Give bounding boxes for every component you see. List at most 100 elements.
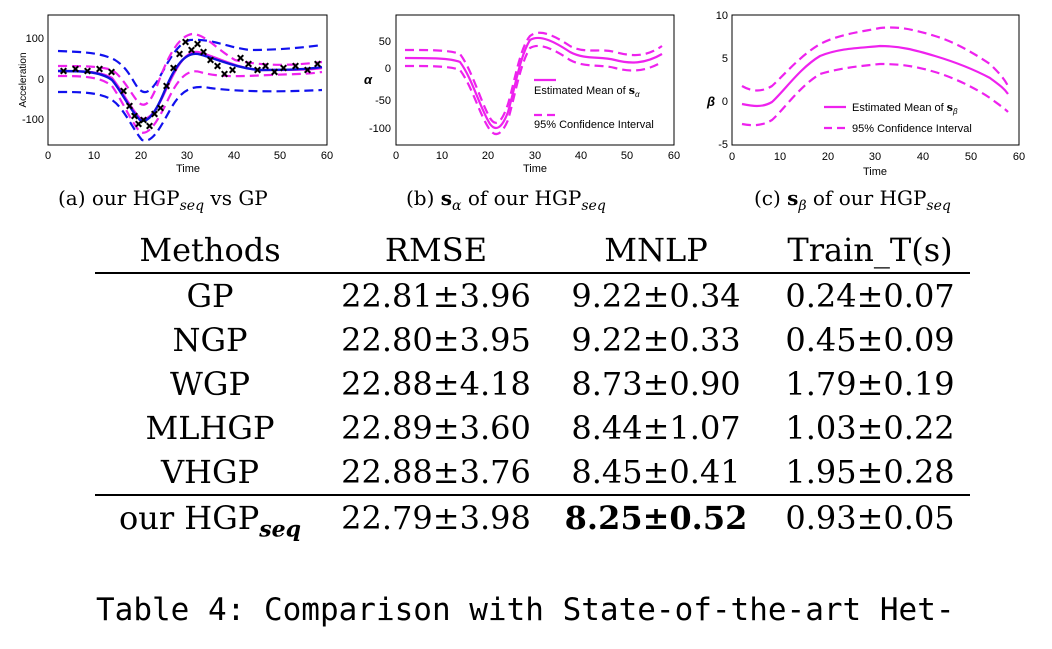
panel-a-xticks: 0 10 20 30 40 50 60 [45,150,333,162]
legend-mean-label: Estimated Mean of sβ [852,101,958,116]
panel-b-axes-box [395,14,675,146]
x-tick-label: 0 [393,150,399,162]
legend-ci-label: 95% Confidence Interval [852,123,972,135]
caption-b-sub: seq [581,198,606,214]
caption-c: (c) sβ of our HGPseq [754,186,951,214]
caption-b-prefix: (b) [406,186,441,210]
data-point-marker: × [72,62,79,76]
train-time-cell: 1.03±0.22 [785,409,955,447]
data-point-marker: × [140,113,147,127]
x-tick-label: 50 [965,151,977,163]
panel-b-yticks: 50 0 -50 -100 [369,36,391,135]
x-tick-label: 40 [917,151,929,163]
y-tick-label: 10 [716,10,728,22]
data-point-marker: × [146,119,153,133]
panel-b-legend: Estimated Mean of sα 95% Confidence Inte… [534,78,654,131]
caption-a: (a) our HGPseq vs GP [58,186,268,214]
panel-c-axes-box [731,14,1020,146]
caption-a-sub: seq [179,198,205,214]
y-tick-label: 0 [722,96,728,108]
x-tick-label: 10 [436,150,448,162]
caption-b-symbol-sub: α [452,198,462,214]
y-tick-label: -50 [375,95,391,107]
method-cell: WGP [170,365,250,403]
rmse-cell: 22.89±3.60 [341,409,531,447]
panel-a-chart: Acceleration Time 0 10 20 30 40 50 60 10… [18,14,333,175]
caption-c-symbol-sub: β [798,198,807,214]
panel-b-xlabel: Time [523,163,547,175]
panel-a-ylabel: Acceleration [18,52,29,107]
data-point-marker: × [96,62,103,76]
table-caption: Table 4: Comparison with State-of-the-ar… [96,592,955,628]
mnlp-cell: 9.22±0.34 [571,277,741,315]
y-tick-label: 100 [26,33,44,45]
panel-c-ylabel: β [706,94,715,109]
mnlp-cell: 8.44±1.07 [571,409,741,447]
y-tick-label: 0 [385,63,391,75]
header-train-time: Train_T(s) [787,231,953,269]
header-mnlp: MNLP [604,231,708,269]
data-point-marker: × [120,84,127,98]
train-time-cell: 0.93±0.05 [785,499,955,537]
y-tick-label: -100 [369,123,391,135]
table-row: MLHGP 22.89±3.60 8.44±1.07 1.03±0.22 [95,406,970,450]
data-point-marker: × [314,57,321,71]
mnlp-cell: 8.45±0.41 [571,453,741,491]
x-tick-label: 60 [1013,151,1025,163]
data-point-marker: × [126,99,133,113]
data-point-marker: × [292,59,299,73]
caption-a-prefix: (a) our HGP [58,186,180,210]
panel-b-chart: α Time 0 10 20 30 40 50 60 50 0 -50 -100… [364,14,680,175]
alpha-upper-band [404,31,663,124]
gp-band-upper [57,38,323,94]
method-cell: NGP [172,321,248,359]
x-tick-label: 30 [181,150,193,162]
y-tick-label: 0 [38,74,44,86]
x-tick-label: 30 [869,151,881,163]
x-tick-label: 10 [774,151,786,163]
train-time-cell: 1.95±0.28 [785,453,955,491]
data-point-marker: × [262,59,269,73]
panel-c-legend: Estimated Mean of sβ 95% Confidence Inte… [824,101,972,135]
method-cell: VHGP [160,453,260,491]
data-point-marker: × [280,61,287,75]
beta-lower-band [741,62,1009,127]
data-point-marker: × [151,107,158,121]
table-row: VHGP 22.88±3.76 8.45±0.41 1.95±0.28 [95,450,970,494]
caption-a-suffix: vs GP [204,186,268,210]
y-tick-label: 50 [379,36,391,48]
data-point-marker: × [271,65,278,79]
caption-c-mid: of our HGP [806,186,927,210]
data-point-marker: × [182,35,189,49]
train-time-cell: 0.24±0.07 [785,277,955,315]
caption-b-symbol: s [440,186,453,210]
legend-mean-label: Estimated Mean of sα [534,84,640,99]
rmse-cell: 22.81±3.96 [341,277,531,315]
table-row: WGP 22.88±4.18 8.73±0.90 1.79±0.19 [95,362,970,406]
method-cell-ours: our HGPseq [119,496,301,551]
figure-panels: Acceleration Time 0 10 20 30 40 50 60 10… [18,10,1025,178]
panel-b-ylabel: α [364,72,373,87]
beta-upper-band [741,26,1009,92]
hgp-band-lower [57,70,323,134]
x-tick-label: 0 [45,150,51,162]
data-point-marker: × [207,53,214,67]
y-tick-label: -100 [22,114,44,126]
header-rmse: RMSE [384,231,488,269]
table-row: NGP 22.80±3.95 9.22±0.33 0.45±0.09 [95,318,970,362]
table-row: GP 22.81±3.96 9.22±0.34 0.24±0.07 [95,274,970,318]
x-tick-label: 50 [274,150,286,162]
panel-a-xlabel: Time [176,163,200,175]
gp-band-lower [57,85,323,142]
x-tick-label: 40 [228,150,240,162]
data-point-marker: × [245,57,252,71]
data-point-marker: × [194,37,201,51]
data-point-marker: × [60,64,67,78]
caption-c-sub: seq [926,198,951,214]
data-point-marker: × [170,61,177,75]
data-point-marker: × [221,67,228,81]
panel-b-xticks: 0 10 20 30 40 50 60 [393,150,680,162]
x-tick-label: 60 [321,150,333,162]
table-row-ours: our HGPseq 22.79±3.98 8.25±0.52 0.93±0.0… [95,496,970,542]
panel-c-xlabel: Time [863,166,887,178]
